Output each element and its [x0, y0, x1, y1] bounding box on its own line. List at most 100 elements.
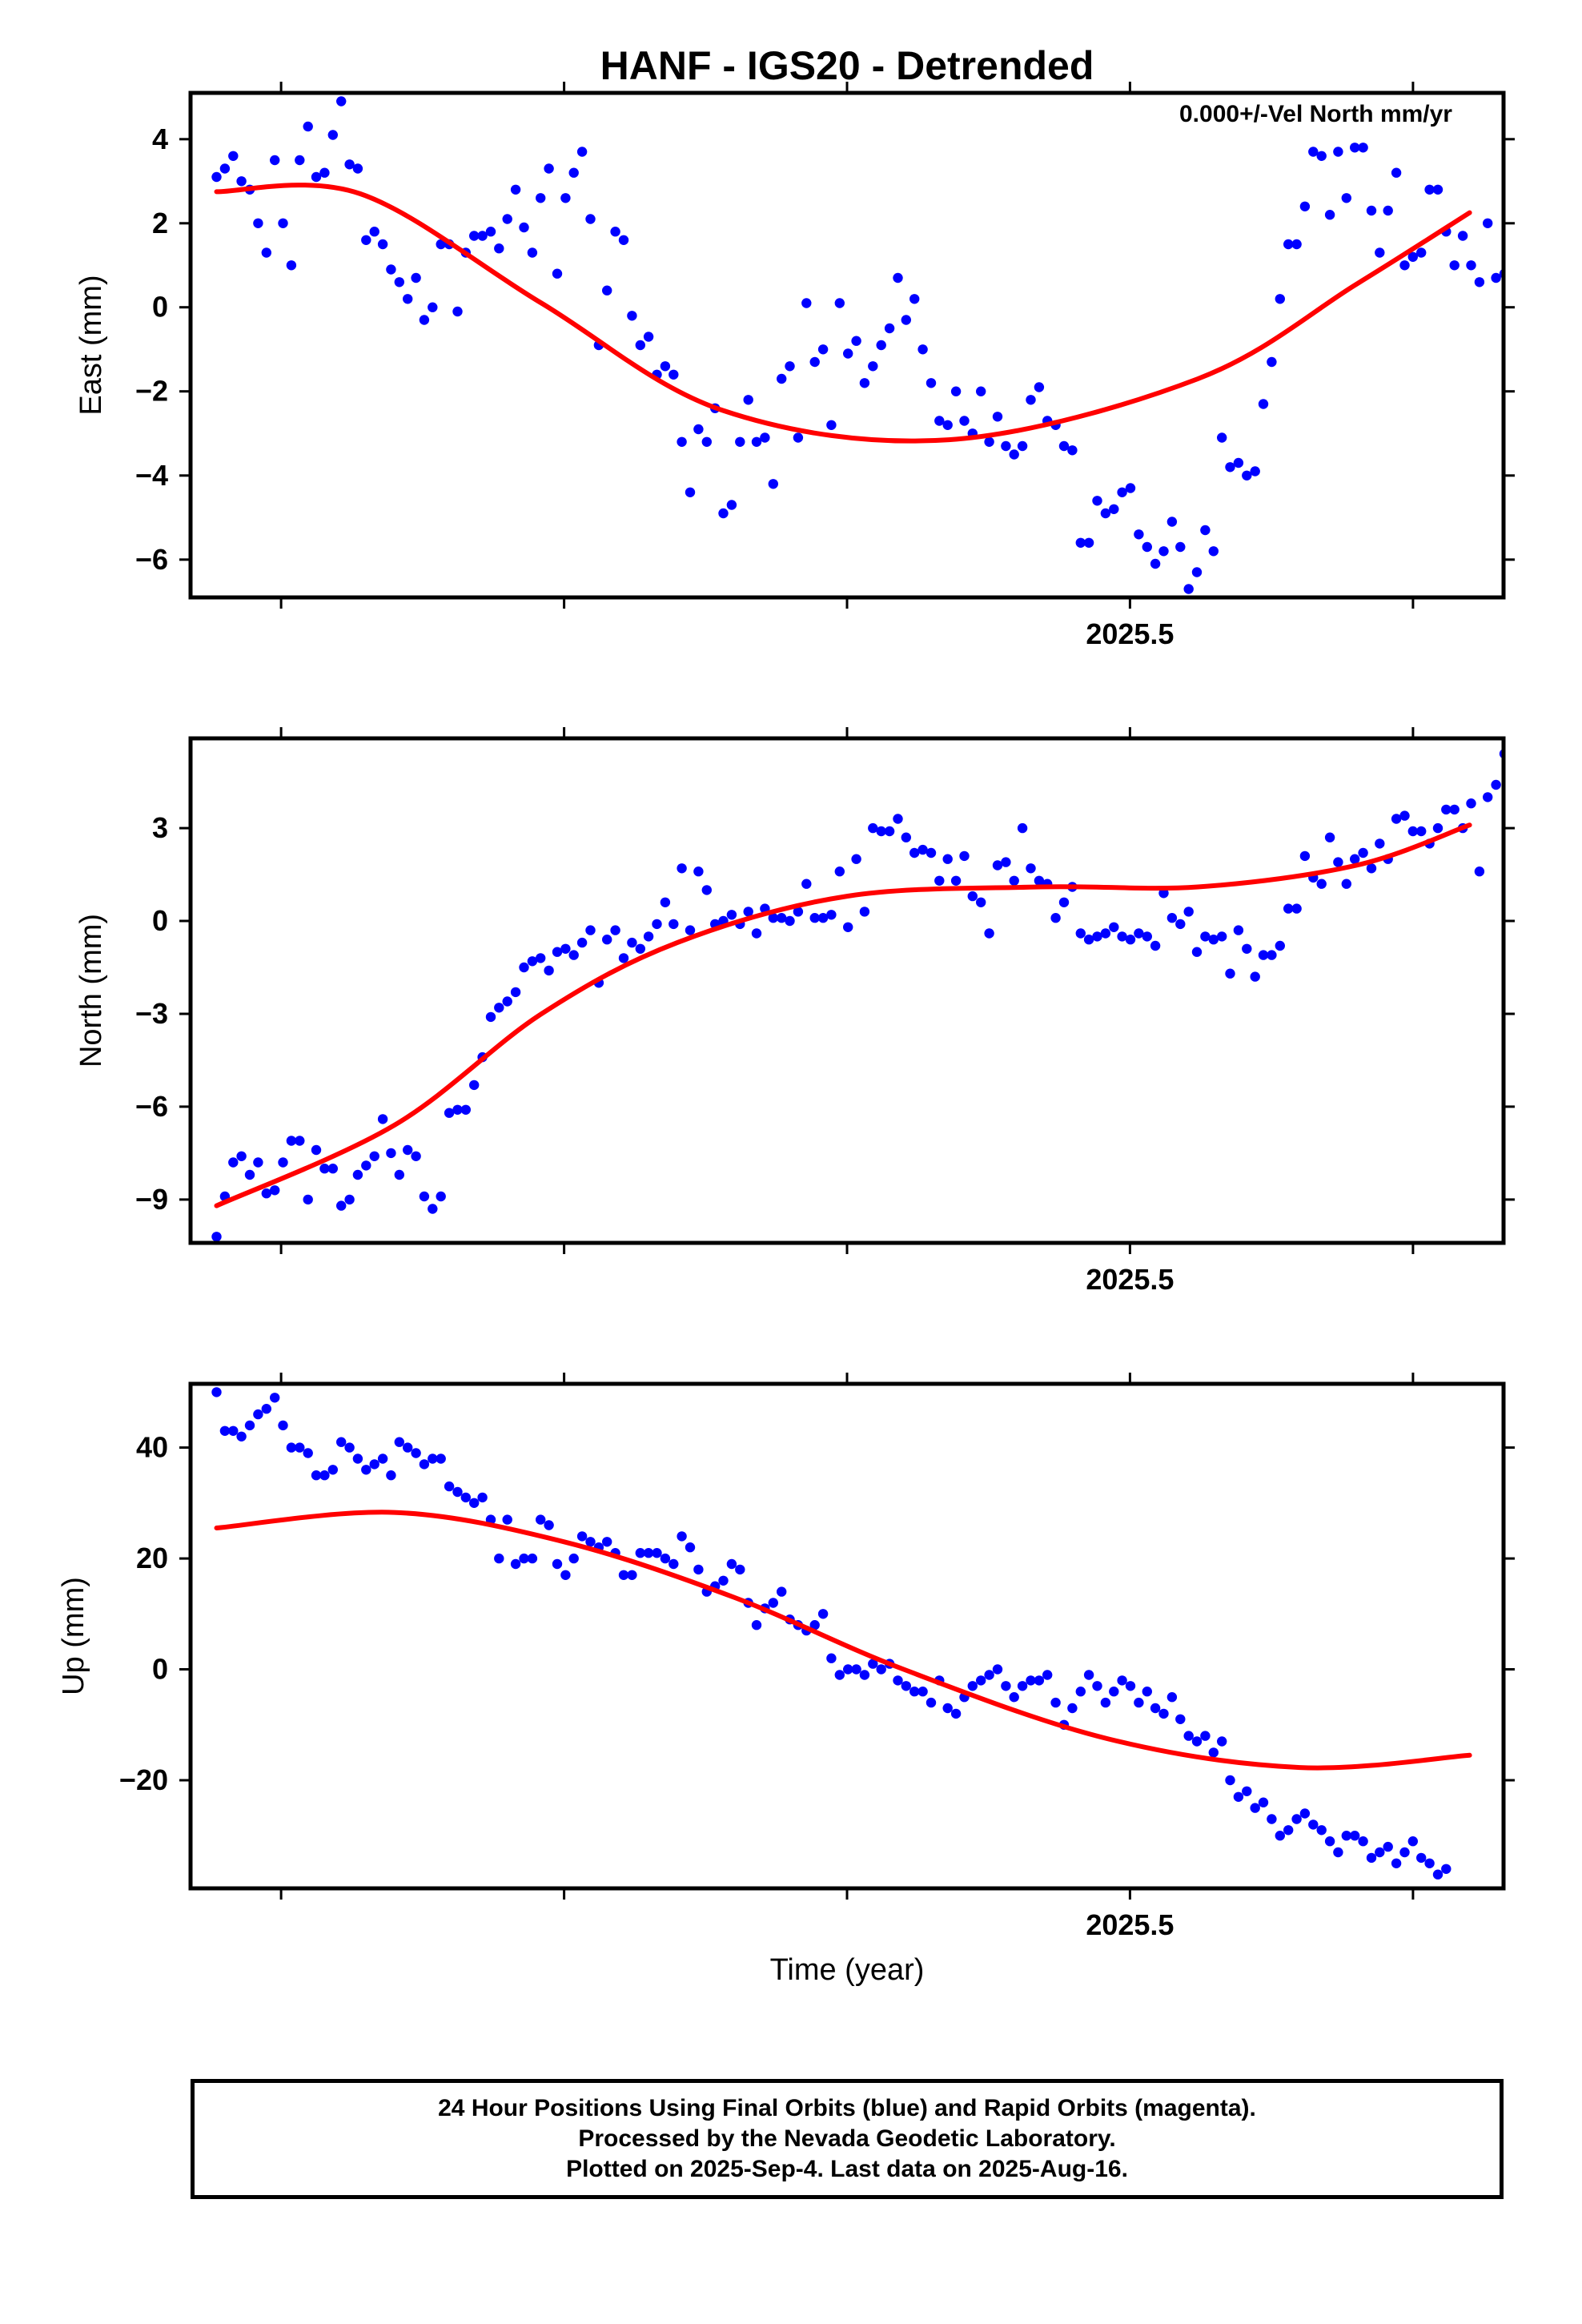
data-point: [917, 844, 928, 855]
data-point: [1242, 943, 1252, 955]
data-point: [460, 1104, 471, 1116]
data-point: [851, 336, 861, 346]
data-point: [544, 965, 554, 976]
y-axis-label: Up (mm): [57, 1577, 90, 1695]
data-point: [768, 1598, 778, 1608]
data-point: [685, 925, 696, 935]
data-point: [851, 1664, 861, 1675]
data-point: [777, 373, 787, 384]
data-point: [1316, 151, 1327, 161]
data-point: [286, 1442, 297, 1453]
data-point: [876, 1664, 886, 1675]
fit-curve: [214, 183, 1472, 444]
data-point: [1399, 810, 1410, 821]
data-point: [1474, 866, 1485, 877]
data-point: [244, 1420, 255, 1431]
data-point: [377, 239, 388, 250]
data-point: [244, 1169, 255, 1180]
data-point: [1150, 558, 1161, 569]
data-point: [1532, 344, 1542, 354]
data-point: [1191, 567, 1203, 577]
data-point: [1424, 184, 1435, 195]
data-point: [1366, 205, 1377, 216]
data-point: [627, 311, 637, 321]
y-tick-label: −4: [135, 459, 168, 492]
data-point: [1267, 950, 1277, 960]
data-point: [1125, 1681, 1136, 1691]
data-point: [386, 1470, 396, 1481]
data-point: [394, 277, 404, 287]
data-point: [942, 1703, 953, 1714]
data-point: [1275, 1831, 1286, 1841]
data-point: [718, 508, 729, 519]
data-point: [1050, 913, 1061, 923]
data-point: [519, 1553, 529, 1564]
data-point: [585, 214, 596, 224]
data-point: [1200, 1731, 1211, 1741]
data-point: [984, 436, 994, 447]
data-points: [211, 1387, 1452, 1880]
data-point: [1067, 1703, 1078, 1714]
data-point: [751, 1620, 762, 1630]
data-point: [1549, 269, 1559, 279]
data-point: [1366, 863, 1377, 874]
data-point: [1250, 466, 1260, 476]
data-point: [1324, 1836, 1335, 1847]
data-point: [1109, 504, 1119, 514]
data-point: [319, 167, 330, 178]
data-point: [1100, 928, 1111, 939]
data-point: [726, 1558, 737, 1570]
data-point: [1142, 931, 1153, 942]
data-point: [1391, 1858, 1402, 1868]
data-point: [344, 1442, 355, 1453]
data-point: [1092, 496, 1102, 506]
data-point: [1026, 1675, 1036, 1686]
data-point: [394, 1437, 404, 1447]
data-point: [236, 1151, 247, 1162]
data-point: [876, 826, 886, 837]
data-point: [211, 1232, 222, 1242]
fit-curve: [214, 822, 1472, 1208]
plot-frame: [188, 90, 1506, 600]
data-point: [967, 891, 978, 902]
data-point: [1516, 281, 1526, 291]
data-point: [1375, 247, 1385, 258]
data-point: [942, 854, 953, 864]
data-point: [959, 416, 970, 426]
data-point: [859, 1670, 870, 1680]
data-point: [411, 1151, 421, 1162]
data-point: [1432, 822, 1443, 834]
data-point: [1267, 1814, 1277, 1824]
fit-curve: [214, 1510, 1472, 1771]
y-tick-label: 0: [152, 1653, 168, 1686]
data-point: [926, 1697, 937, 1708]
data-point: [477, 1492, 488, 1503]
y-tick-label: 40: [136, 1431, 168, 1464]
data-point: [1109, 1687, 1119, 1697]
data-point: [1017, 1681, 1028, 1691]
data-point: [660, 1553, 671, 1564]
data-point: [1100, 508, 1111, 519]
data-point: [1474, 277, 1485, 287]
data-point: [361, 1465, 371, 1475]
data-point: [1407, 1836, 1419, 1847]
data-point: [460, 1492, 471, 1503]
data-point: [909, 847, 920, 858]
data-point: [1083, 537, 1094, 548]
data-point: [303, 1448, 313, 1458]
data-point: [552, 1558, 563, 1570]
data-point: [777, 913, 787, 923]
data-point: [893, 272, 903, 283]
data-point: [1158, 1708, 1169, 1719]
panel-2: 2025.5 −9 −6 −3 0 3 North (mm): [74, 727, 1515, 1296]
data-point: [436, 1454, 446, 1464]
data-point: [253, 1409, 263, 1420]
data-point: [677, 863, 687, 874]
data-point: [536, 1514, 546, 1525]
data-point: [452, 1104, 463, 1116]
data-point: [1391, 167, 1402, 178]
data-point: [1075, 928, 1086, 939]
data-point: [361, 1160, 371, 1171]
data-point: [793, 907, 804, 917]
data-point: [627, 937, 637, 948]
